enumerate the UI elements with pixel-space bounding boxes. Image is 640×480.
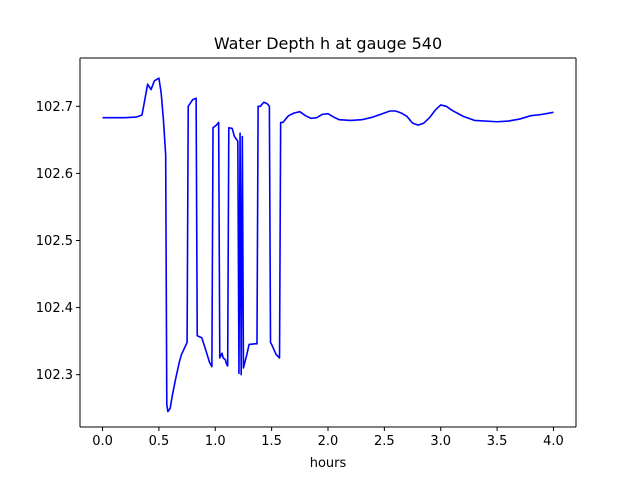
y-tick-label: 102.4 — [36, 301, 73, 316]
series-line-0 — [102, 77, 554, 413]
y-tick-label: 102.7 — [36, 100, 73, 115]
x-tick-label: 3.0 — [430, 434, 451, 449]
x-tick-label: 2.0 — [318, 434, 339, 449]
x-axis-ticks: 0.0 0.5 1.0 1.5 2.0 2.5 3.0 3.5 4.0 — [92, 427, 564, 449]
x-tick-label: 0.5 — [149, 434, 170, 449]
x-tick-label: 3.5 — [487, 434, 508, 449]
series-layer — [102, 77, 554, 413]
y-axis-ticks: 102.3 102.4 102.5 102.6 102.7 — [36, 100, 80, 383]
y-tick-label: 102.5 — [36, 234, 73, 249]
x-tick-label: 1.0 — [205, 434, 226, 449]
y-tick-label: 102.6 — [36, 167, 73, 182]
x-tick-label: 0.0 — [92, 434, 113, 449]
x-tick-label: 4.0 — [543, 434, 564, 449]
x-tick-label: 2.5 — [374, 434, 395, 449]
chart-title: Water Depth h at gauge 540 — [214, 34, 442, 53]
x-axis-label: hours — [310, 456, 347, 471]
x-tick-label: 1.5 — [261, 434, 282, 449]
y-tick-label: 102.3 — [36, 368, 73, 383]
